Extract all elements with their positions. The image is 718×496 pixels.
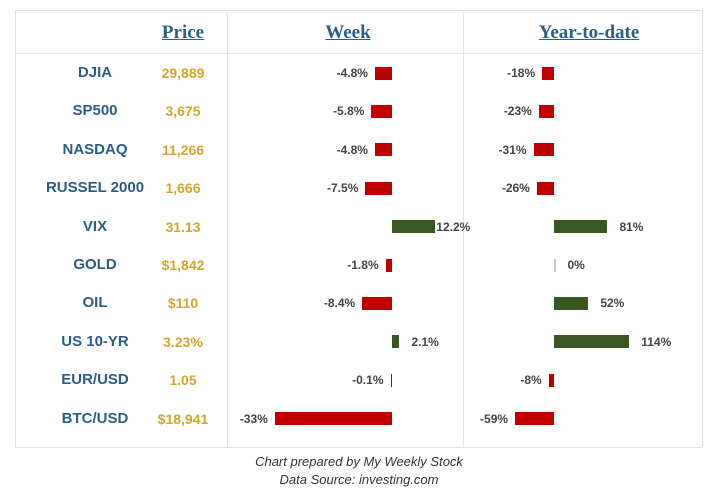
week-label: -5.8%	[333, 104, 365, 119]
price-value: 31.13	[165, 218, 201, 235]
week-label: -0.1%	[352, 373, 384, 388]
column-divider	[463, 10, 464, 448]
ytd-bar	[548, 373, 554, 387]
footer-credit: Chart prepared by My Weekly Stock	[255, 454, 463, 469]
week-bar	[390, 373, 392, 387]
week-bar	[362, 296, 392, 310]
week-label: 12.2%	[436, 219, 471, 234]
chart-frame	[15, 10, 703, 448]
week-label: -4.8%	[336, 142, 368, 157]
ticker-name: NASDAQ	[62, 140, 128, 158]
ytd-bar	[536, 181, 554, 195]
price-value: 11,266	[161, 141, 205, 158]
footer-source: Data Source: investing.com	[279, 472, 439, 487]
week-label: 2.1%	[411, 334, 439, 349]
ytd-bar	[515, 412, 554, 426]
column-divider	[227, 10, 228, 448]
ytd-bar	[533, 143, 554, 157]
ticker-name: DJIA	[77, 64, 113, 81]
price-value: 29,889	[161, 65, 205, 81]
ytd-label: -31%	[498, 142, 527, 157]
week-bar	[371, 104, 392, 118]
price-value: 1.05	[169, 372, 197, 389]
week-label: -33%	[239, 411, 268, 426]
ticker-name: US 10-YR	[61, 332, 129, 350]
ytd-label: 52%	[600, 296, 625, 311]
price-value: $18,941	[157, 410, 209, 427]
ticker-name: OIL	[82, 294, 108, 312]
ytd-label: 0%	[567, 258, 585, 272]
price-header: Price	[161, 22, 205, 43]
week-bar	[365, 181, 392, 195]
ytd-header: Year-to-date	[538, 22, 640, 43]
week-bar	[392, 220, 436, 234]
ticker-name: SP500	[72, 102, 118, 120]
ticker-name: BTC/USD	[61, 409, 129, 427]
week-bar	[374, 143, 392, 157]
price-value: 1,666	[165, 180, 201, 197]
price-value: $110	[167, 295, 199, 312]
ytd-label: -23%	[503, 104, 532, 119]
ytd-bar	[554, 335, 630, 349]
ytd-label: 81%	[619, 219, 644, 234]
week-label: -7.5%	[327, 181, 359, 196]
ticker-name: RUSSEL 2000	[45, 179, 145, 197]
ytd-bar	[554, 258, 556, 272]
ticker-name: GOLD	[73, 256, 117, 273]
header-divider	[15, 53, 703, 54]
price-value: $1,842	[161, 257, 205, 273]
week-label: -1.8%	[347, 258, 379, 272]
week-bar	[385, 258, 392, 272]
ytd-label: -8%	[520, 373, 542, 388]
week-bar	[274, 412, 392, 426]
week-bar	[374, 66, 392, 80]
ytd-label: 114%	[641, 334, 672, 349]
week-header: Week	[325, 22, 371, 43]
ytd-label: -18%	[507, 66, 536, 80]
ytd-bar	[538, 104, 554, 118]
ticker-name: VIX	[82, 217, 108, 235]
price-value: 3.23%	[163, 333, 203, 350]
week-label: -4.8%	[336, 66, 368, 80]
ticker-name: EUR/USD	[61, 371, 129, 389]
ytd-bar	[554, 220, 608, 234]
week-bar	[392, 335, 400, 349]
ytd-bar	[542, 66, 554, 80]
ytd-bar	[554, 296, 589, 310]
price-value: 3,675	[165, 103, 201, 120]
week-label: -8.4%	[323, 296, 356, 311]
ytd-label: -59%	[480, 411, 509, 426]
ytd-label: -26%	[501, 181, 530, 196]
